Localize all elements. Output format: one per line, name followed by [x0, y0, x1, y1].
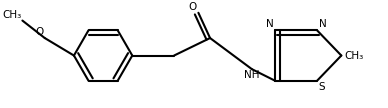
Text: CH₃: CH₃	[344, 51, 364, 61]
Text: N: N	[265, 19, 273, 29]
Text: O: O	[36, 27, 44, 37]
Text: CH₃: CH₃	[2, 10, 21, 20]
Text: N: N	[319, 19, 327, 29]
Text: NH: NH	[244, 70, 260, 80]
Text: O: O	[188, 2, 196, 12]
Text: S: S	[318, 82, 325, 92]
